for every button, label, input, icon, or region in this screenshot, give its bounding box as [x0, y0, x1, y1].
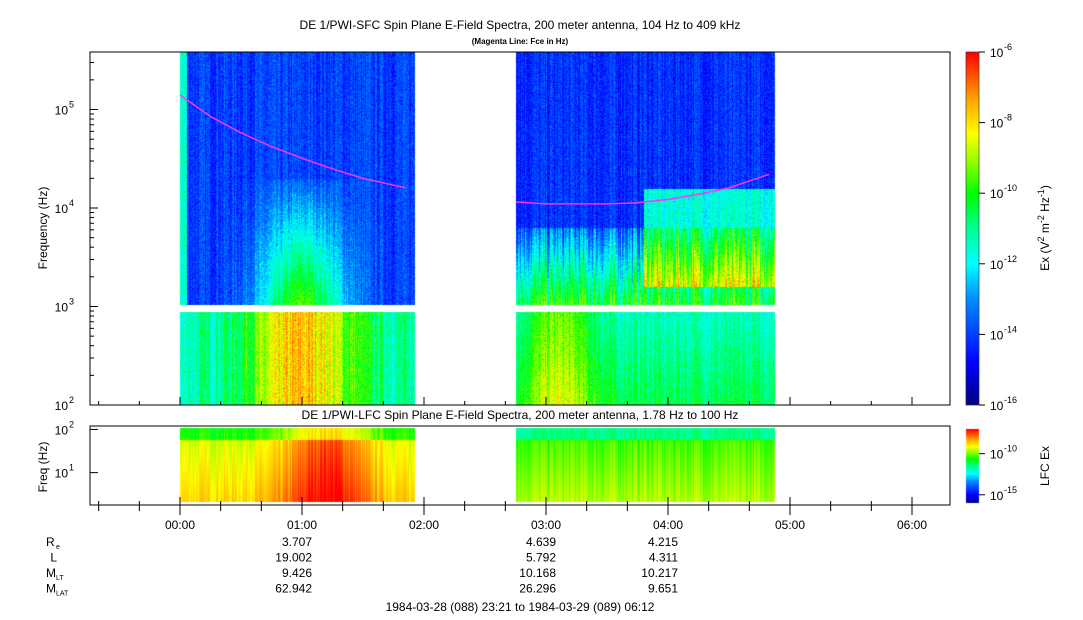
y-tick-label: 10 [55, 399, 69, 413]
ephemeris-value: 26.296 [519, 582, 556, 596]
ephemeris-value: 62.942 [275, 582, 312, 596]
ephemeris-value: 9.651 [648, 582, 678, 596]
colorbar-tick-label: 10 [990, 46, 1004, 60]
chart-subtitle: (Magenta Line: Fce in Hz) [472, 37, 569, 46]
x-tick-label: 00:00 [165, 518, 195, 532]
colorbar-tick-label: 10 [990, 399, 1004, 413]
x-tick-label: 04:00 [653, 518, 683, 532]
y-tick-label: 10 [55, 202, 69, 216]
fce-line-1 [515, 173, 770, 205]
time-range: 1984-03-28 (088) 23:21 to 1984-03-29 (08… [386, 600, 655, 614]
fce-line-0 [179, 94, 406, 189]
ephemeris-value: 4.215 [648, 535, 678, 549]
ephemeris-value: 19.002 [275, 551, 312, 565]
y-tick-exp: 4 [69, 198, 74, 208]
x-tick-label: 01:00 [287, 518, 317, 532]
colorbar-tick-label: 10 [990, 187, 1004, 201]
colorbar-tick-label: 10 [990, 258, 1004, 272]
lfc-colorbar-tick-exp: -15 [1004, 485, 1017, 495]
x-tick-label: 06:00 [897, 518, 927, 532]
lfc-colorbar-label: LFC Ex [1038, 446, 1052, 486]
lfc-title: DE 1/PWI-LFC Spin Plane E-Field Spectra,… [302, 408, 739, 422]
top-panel-frame [89, 51, 951, 406]
ephemeris-label: M [46, 566, 56, 580]
colorbar-tick-exp: -6 [1004, 42, 1012, 52]
ephemeris-value: 3.707 [282, 535, 312, 549]
chart-title: DE 1/PWI-SFC Spin Plane E-Field Spectra,… [300, 18, 741, 32]
lfc-colorbar-tick-label: 10 [990, 448, 1004, 462]
colorbar-tick-exp: -8 [1004, 113, 1012, 123]
lfc-y-tick-exp: 2 [69, 419, 74, 429]
ephemeris-value: 5.792 [526, 551, 556, 565]
ephemeris-value: 10.168 [519, 566, 556, 580]
ephemeris-label-sub: LT [56, 575, 64, 582]
y-tick-exp: 2 [69, 395, 74, 405]
ephemeris-label: R [46, 535, 55, 549]
lfc-colorbar-tick-exp: -10 [1004, 444, 1017, 454]
lfc-y-tick-label: 10 [55, 423, 69, 437]
ephemeris-label-sub: e [56, 544, 60, 551]
colorbar [965, 51, 980, 406]
ephemeris-label-sub: LAT [56, 591, 69, 598]
lfc-colorbar-tick-label: 10 [990, 489, 1004, 503]
colorbar-tick-label: 10 [990, 328, 1004, 342]
colorbar-tick-label: 10 [990, 117, 1004, 131]
lfc-y-axis-label: Freq (Hz) [36, 442, 50, 493]
x-tick-label: 05:00 [775, 518, 805, 532]
colorbar-label-main: Ex (V [1038, 242, 1052, 271]
ephemeris-value: 4.639 [526, 535, 556, 549]
ephemeris-label: M [46, 582, 56, 596]
colorbar-tick-exp: -10 [1004, 183, 1017, 193]
ephemeris-value: 10.217 [641, 566, 678, 580]
y-tick-label: 10 [55, 104, 69, 118]
colorbar-tick-exp: -16 [1004, 395, 1017, 405]
colorbar-label: Ex (V2 m-2 Hz-1) [1036, 185, 1052, 271]
y-tick-exp: 3 [69, 297, 74, 307]
x-tick-label: 02:00 [409, 518, 439, 532]
y-axis-label: Frequency (Hz) [36, 187, 50, 270]
lfc-y-tick-label: 10 [55, 467, 69, 481]
colorbar-tick-exp: -14 [1004, 324, 1017, 334]
ephemeris-value: 4.311 [649, 551, 678, 565]
y-tick-label: 10 [55, 301, 69, 315]
x-tick-label: 03:00 [531, 518, 561, 532]
lfc-y-tick-exp: 1 [69, 463, 74, 473]
colorbar-tick-exp: -12 [1004, 254, 1017, 264]
ephemeris-label: L [50, 551, 57, 565]
lfc-panel-frame [89, 425, 951, 506]
ephemeris-value: 9.426 [282, 566, 312, 580]
y-tick-exp: 5 [69, 100, 74, 110]
